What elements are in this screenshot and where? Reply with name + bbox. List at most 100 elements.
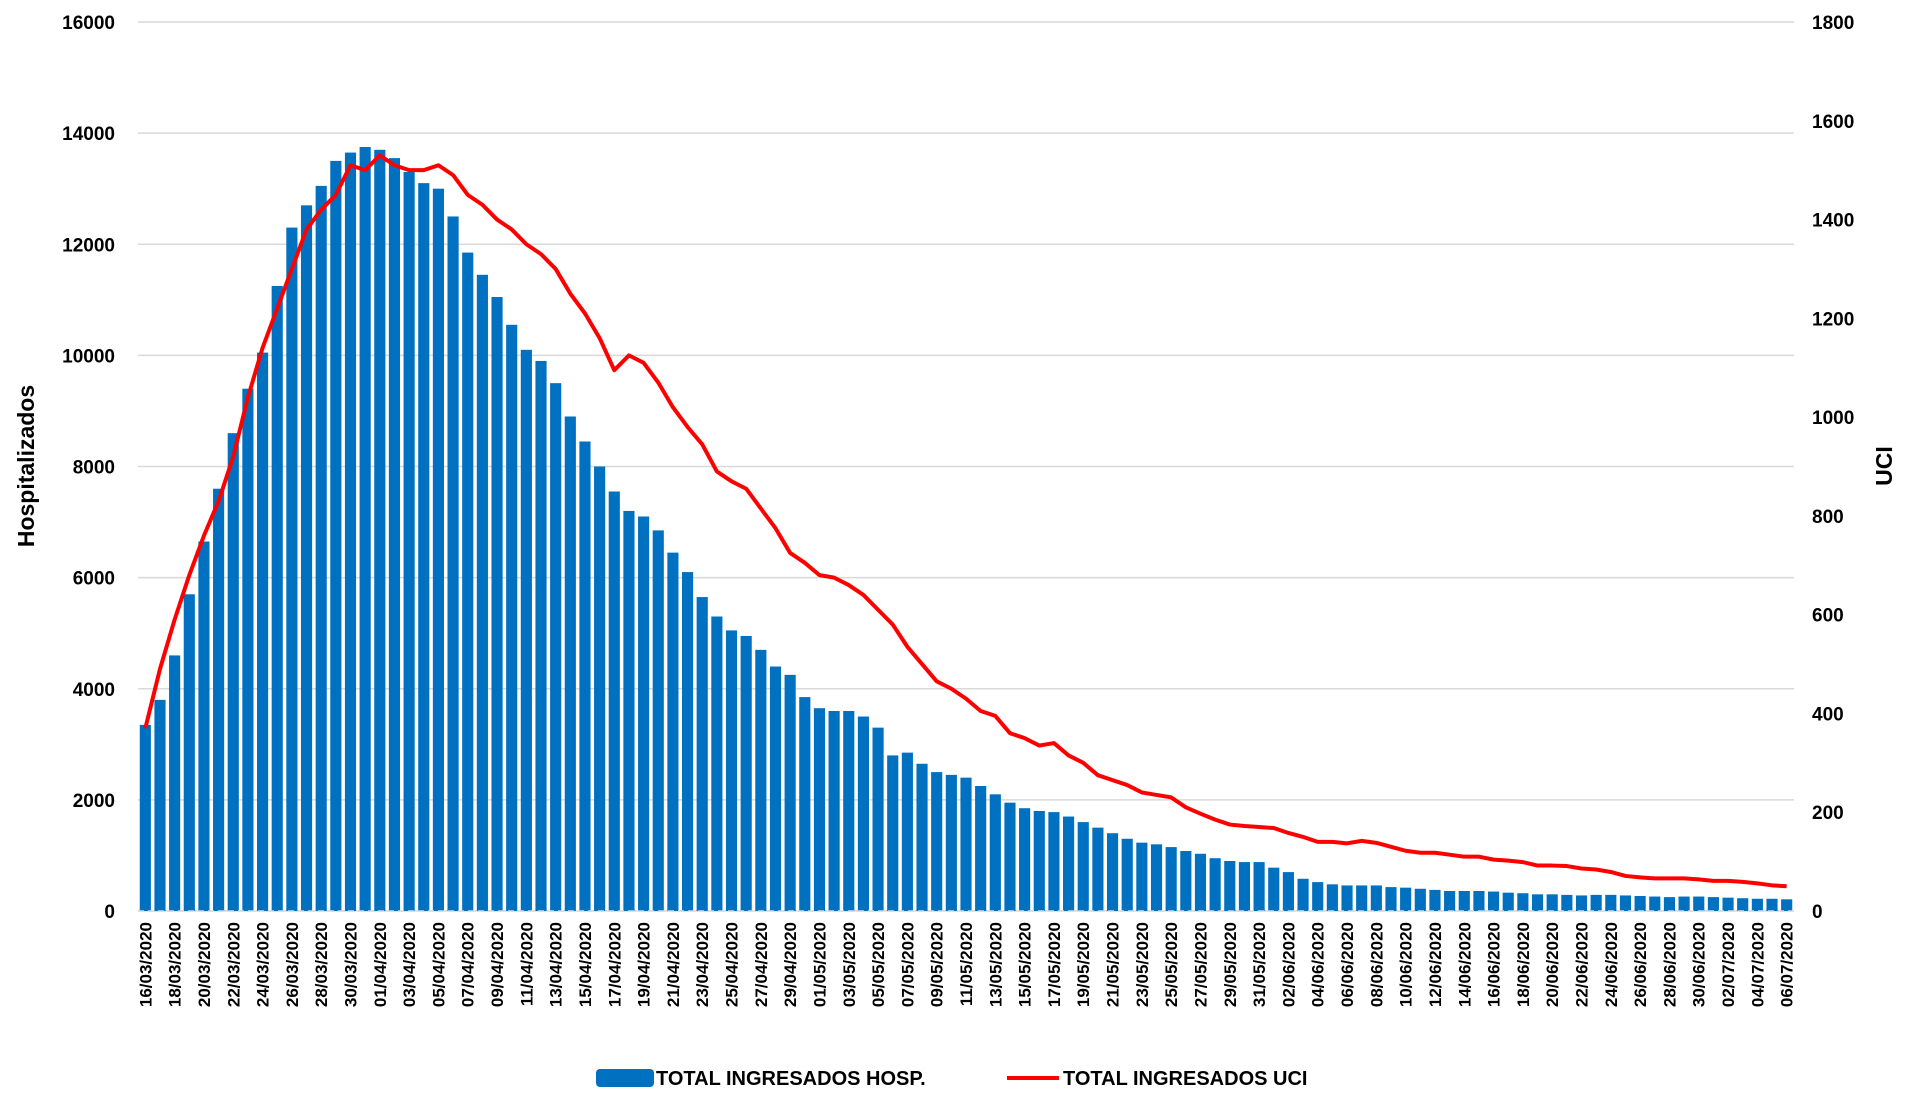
bar (315, 185, 327, 912)
x-tick-label: 15/04/2020 (576, 922, 595, 1007)
x-tick-label: 24/06/2020 (1602, 922, 1621, 1007)
y-tick-label: 16000 (62, 13, 115, 34)
bar (1194, 853, 1207, 911)
x-tick-label: 24/03/2020 (254, 922, 273, 1007)
bar (330, 160, 342, 911)
bar (1224, 860, 1236, 911)
x-tick-label: 29/05/2020 (1221, 922, 1240, 1007)
x-tick-label: 23/05/2020 (1133, 922, 1152, 1007)
bar (1561, 894, 1573, 911)
bar (1400, 887, 1412, 911)
bar (755, 649, 767, 911)
bar (227, 433, 239, 911)
x-tick-label: 03/05/2020 (840, 922, 859, 1007)
y2-tick-label: 1000 (1812, 408, 1854, 429)
bar (857, 716, 869, 911)
x-tick-label: 13/04/2020 (547, 922, 566, 1007)
x-tick-label: 10/06/2020 (1397, 922, 1416, 1007)
bar (1678, 896, 1690, 911)
bar (520, 349, 532, 912)
bar (579, 441, 591, 911)
bar (535, 360, 547, 911)
bar (242, 388, 254, 911)
bar (564, 416, 576, 911)
x-tick-label: 05/05/2020 (869, 922, 888, 1007)
line (143, 153, 1787, 889)
bar (1253, 862, 1265, 911)
y-tick-label: 4000 (73, 680, 115, 701)
bar (843, 710, 855, 911)
x-tick-label: 20/03/2020 (195, 922, 214, 1007)
y2-tick-label: 0 (1812, 902, 1823, 923)
x-tick-label: 18/03/2020 (166, 922, 185, 1007)
x-tick-label: 16/06/2020 (1485, 922, 1504, 1007)
x-tick-label: 09/04/2020 (488, 922, 507, 1007)
bar (1781, 899, 1793, 911)
bar (300, 205, 313, 911)
bar (1737, 898, 1749, 911)
x-tick-label: 28/06/2020 (1660, 922, 1679, 1007)
bar (989, 794, 1001, 911)
x-tick-label: 11/05/2020 (957, 922, 976, 1006)
bar (1707, 897, 1719, 911)
x-tick-label: 12/06/2020 (1426, 922, 1445, 1007)
bar (1136, 842, 1148, 911)
y2-tick-label: 1400 (1812, 211, 1854, 232)
bar (1766, 898, 1778, 911)
x-tick-label: 06/06/2020 (1338, 922, 1357, 1007)
bar (1634, 895, 1646, 911)
x-tick-label: 27/05/2020 (1191, 922, 1210, 1007)
x-tick-label: 14/06/2020 (1455, 922, 1474, 1007)
bar (652, 530, 664, 911)
x-tick-label: 07/05/2020 (898, 922, 917, 1007)
bar (799, 697, 811, 911)
legend-label: TOTAL INGRESADOS UCI (1063, 1068, 1307, 1090)
bar (711, 616, 723, 911)
x-tick-label: 19/04/2020 (635, 922, 654, 1007)
bar (1063, 816, 1075, 911)
x-tick-label: 22/06/2020 (1573, 922, 1592, 1007)
bar (1180, 850, 1192, 911)
y2-tick-label: 400 (1812, 704, 1844, 725)
bar (740, 635, 752, 911)
bar (1326, 884, 1338, 911)
bar (945, 774, 957, 911)
bar (550, 383, 562, 911)
x-tick-label: 25/04/2020 (723, 922, 742, 1007)
bar (154, 699, 166, 911)
x-tick-label: 11/04/2020 (517, 922, 536, 1006)
x-tick-label: 02/06/2020 (1279, 922, 1298, 1007)
bar (462, 252, 474, 912)
bar (1312, 882, 1324, 911)
legend-label: TOTAL INGRESADOS HOSP. (656, 1068, 926, 1090)
bar (491, 297, 503, 911)
bar (813, 708, 826, 911)
y2-tick-label: 600 (1812, 606, 1844, 627)
bar (1619, 895, 1632, 911)
x-tick-label: 26/06/2020 (1631, 922, 1650, 1007)
bar (1605, 894, 1617, 911)
bar (828, 710, 840, 911)
bar (1546, 894, 1558, 911)
bar (1575, 895, 1588, 911)
bar (784, 674, 796, 911)
x-tick-label: 13/05/2020 (986, 922, 1005, 1007)
bar (183, 594, 195, 911)
x-tick-label: 25/05/2020 (1162, 922, 1181, 1007)
x-tick-label: 06/07/2020 (1778, 922, 1797, 1007)
y2-tick-label: 1600 (1812, 112, 1854, 133)
x-tick-label: 23/04/2020 (693, 922, 712, 1007)
bar (213, 488, 225, 911)
bar (1590, 894, 1602, 911)
bar (271, 285, 283, 911)
bar (1121, 838, 1133, 911)
bar (1444, 890, 1456, 911)
y-tick-label: 0 (104, 902, 115, 923)
bar (1209, 858, 1221, 911)
bar (506, 324, 518, 911)
bar (1341, 885, 1353, 911)
bar (169, 655, 181, 911)
bar (725, 630, 738, 911)
bar (1663, 897, 1676, 911)
